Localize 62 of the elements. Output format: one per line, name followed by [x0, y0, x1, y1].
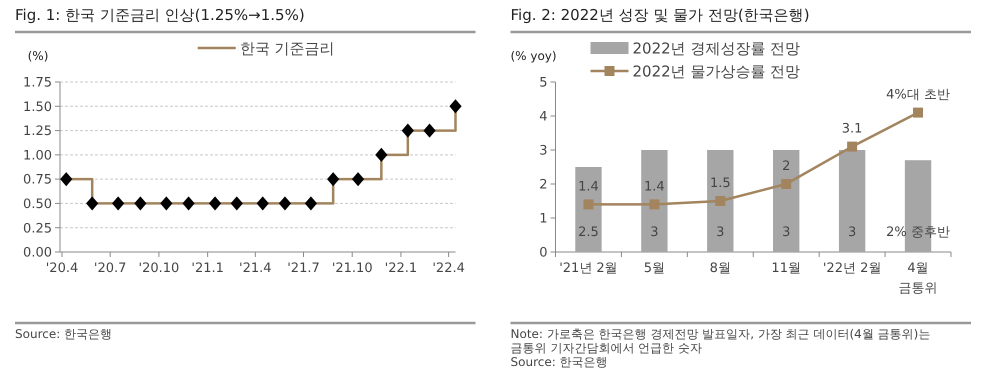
legend-label: 2022년 경제성장률 전망: [632, 39, 800, 58]
x-tick-label: '20.10: [138, 261, 180, 276]
chart-title: Fig. 2: 2022년 성장 및 물가 전망(한국은행): [510, 6, 810, 24]
y-tick-label: 1.50: [23, 100, 52, 115]
bar: [773, 150, 800, 252]
y-tick-label: 0.00: [23, 246, 52, 261]
y-tick-label: 0.75: [23, 172, 52, 188]
x-tick-label: '20.7: [94, 261, 126, 276]
source-note: Source: 한국은행: [510, 355, 608, 369]
y-tick-label: 1.25: [23, 124, 52, 140]
y-tick-label: 1.75: [23, 76, 52, 91]
y-tick-label: 2: [539, 178, 548, 193]
y-tick-label: 3: [539, 144, 548, 159]
x-tick-label: '20.4: [46, 261, 78, 276]
y-tick-label: 5: [539, 76, 548, 91]
x-tick-label: '22.4: [432, 261, 465, 276]
x-tick-label: 5월: [644, 261, 666, 276]
data-label: 2: [782, 159, 790, 174]
y-tick-label: 4: [539, 110, 548, 125]
x-tick-label: '21.1: [191, 261, 224, 276]
x-tick-label: '21.10: [332, 261, 373, 276]
source-note: Source: 한국은행: [15, 327, 112, 341]
y-tick-label: 0.50: [23, 196, 52, 212]
point: [781, 179, 792, 189]
x-tick-label: '22년 2월: [822, 261, 882, 276]
data-label: 3.1: [842, 122, 862, 137]
bar: [707, 150, 734, 252]
y-tick-label: 1: [539, 212, 548, 227]
data-label: 3: [716, 225, 724, 240]
y-tick-label: 1.00: [23, 148, 52, 164]
point: [583, 199, 594, 210]
data-label: 1.5: [710, 176, 731, 191]
x-tick-label: 11월: [771, 261, 801, 276]
point: [715, 196, 726, 206]
y-axis-title: (% yoy): [510, 49, 557, 63]
bar: [838, 150, 866, 252]
data-label: 3: [650, 225, 659, 240]
data-label: 1.4: [578, 179, 599, 194]
point: [847, 142, 858, 152]
x-tick-label: 4월 금통위: [898, 261, 938, 296]
data-label: 4%대 초반: [886, 88, 950, 103]
bar: [575, 167, 602, 252]
legend-label: 한국 기준금리: [240, 39, 335, 58]
point: [913, 108, 924, 118]
bar: [641, 150, 668, 252]
data-label: 2.5: [578, 225, 599, 240]
x-tick-label: '21.7: [287, 261, 320, 276]
x-tick-label: '21년 2월: [559, 261, 618, 276]
x-tick-label: '21.4: [239, 261, 272, 276]
data-label: 3: [782, 225, 790, 240]
x-tick-label: 8월: [710, 261, 731, 276]
y-tick-label: 0.25: [23, 221, 52, 236]
x-tick-label: '22.1: [384, 261, 418, 276]
data-label: 3: [848, 225, 856, 240]
chart-title: Fig. 1: 한국 기준금리 인상(1.25%→1.5%): [15, 6, 305, 24]
point: [649, 199, 660, 210]
y-axis-title: (%): [28, 49, 48, 63]
legend-label: 2022년 물가상승률 전망: [632, 62, 800, 80]
y-tick-label: 0: [539, 246, 548, 261]
data-label: 1.4: [644, 179, 665, 194]
text: Note: 가로축은 한국은행 경제전망 발표일자, 가장 최근 데이터(4월 금통위)는 금통위 기자간담회에서 언급한 숫자: [510, 327, 930, 355]
annotation: 2% 중후반: [886, 225, 950, 240]
